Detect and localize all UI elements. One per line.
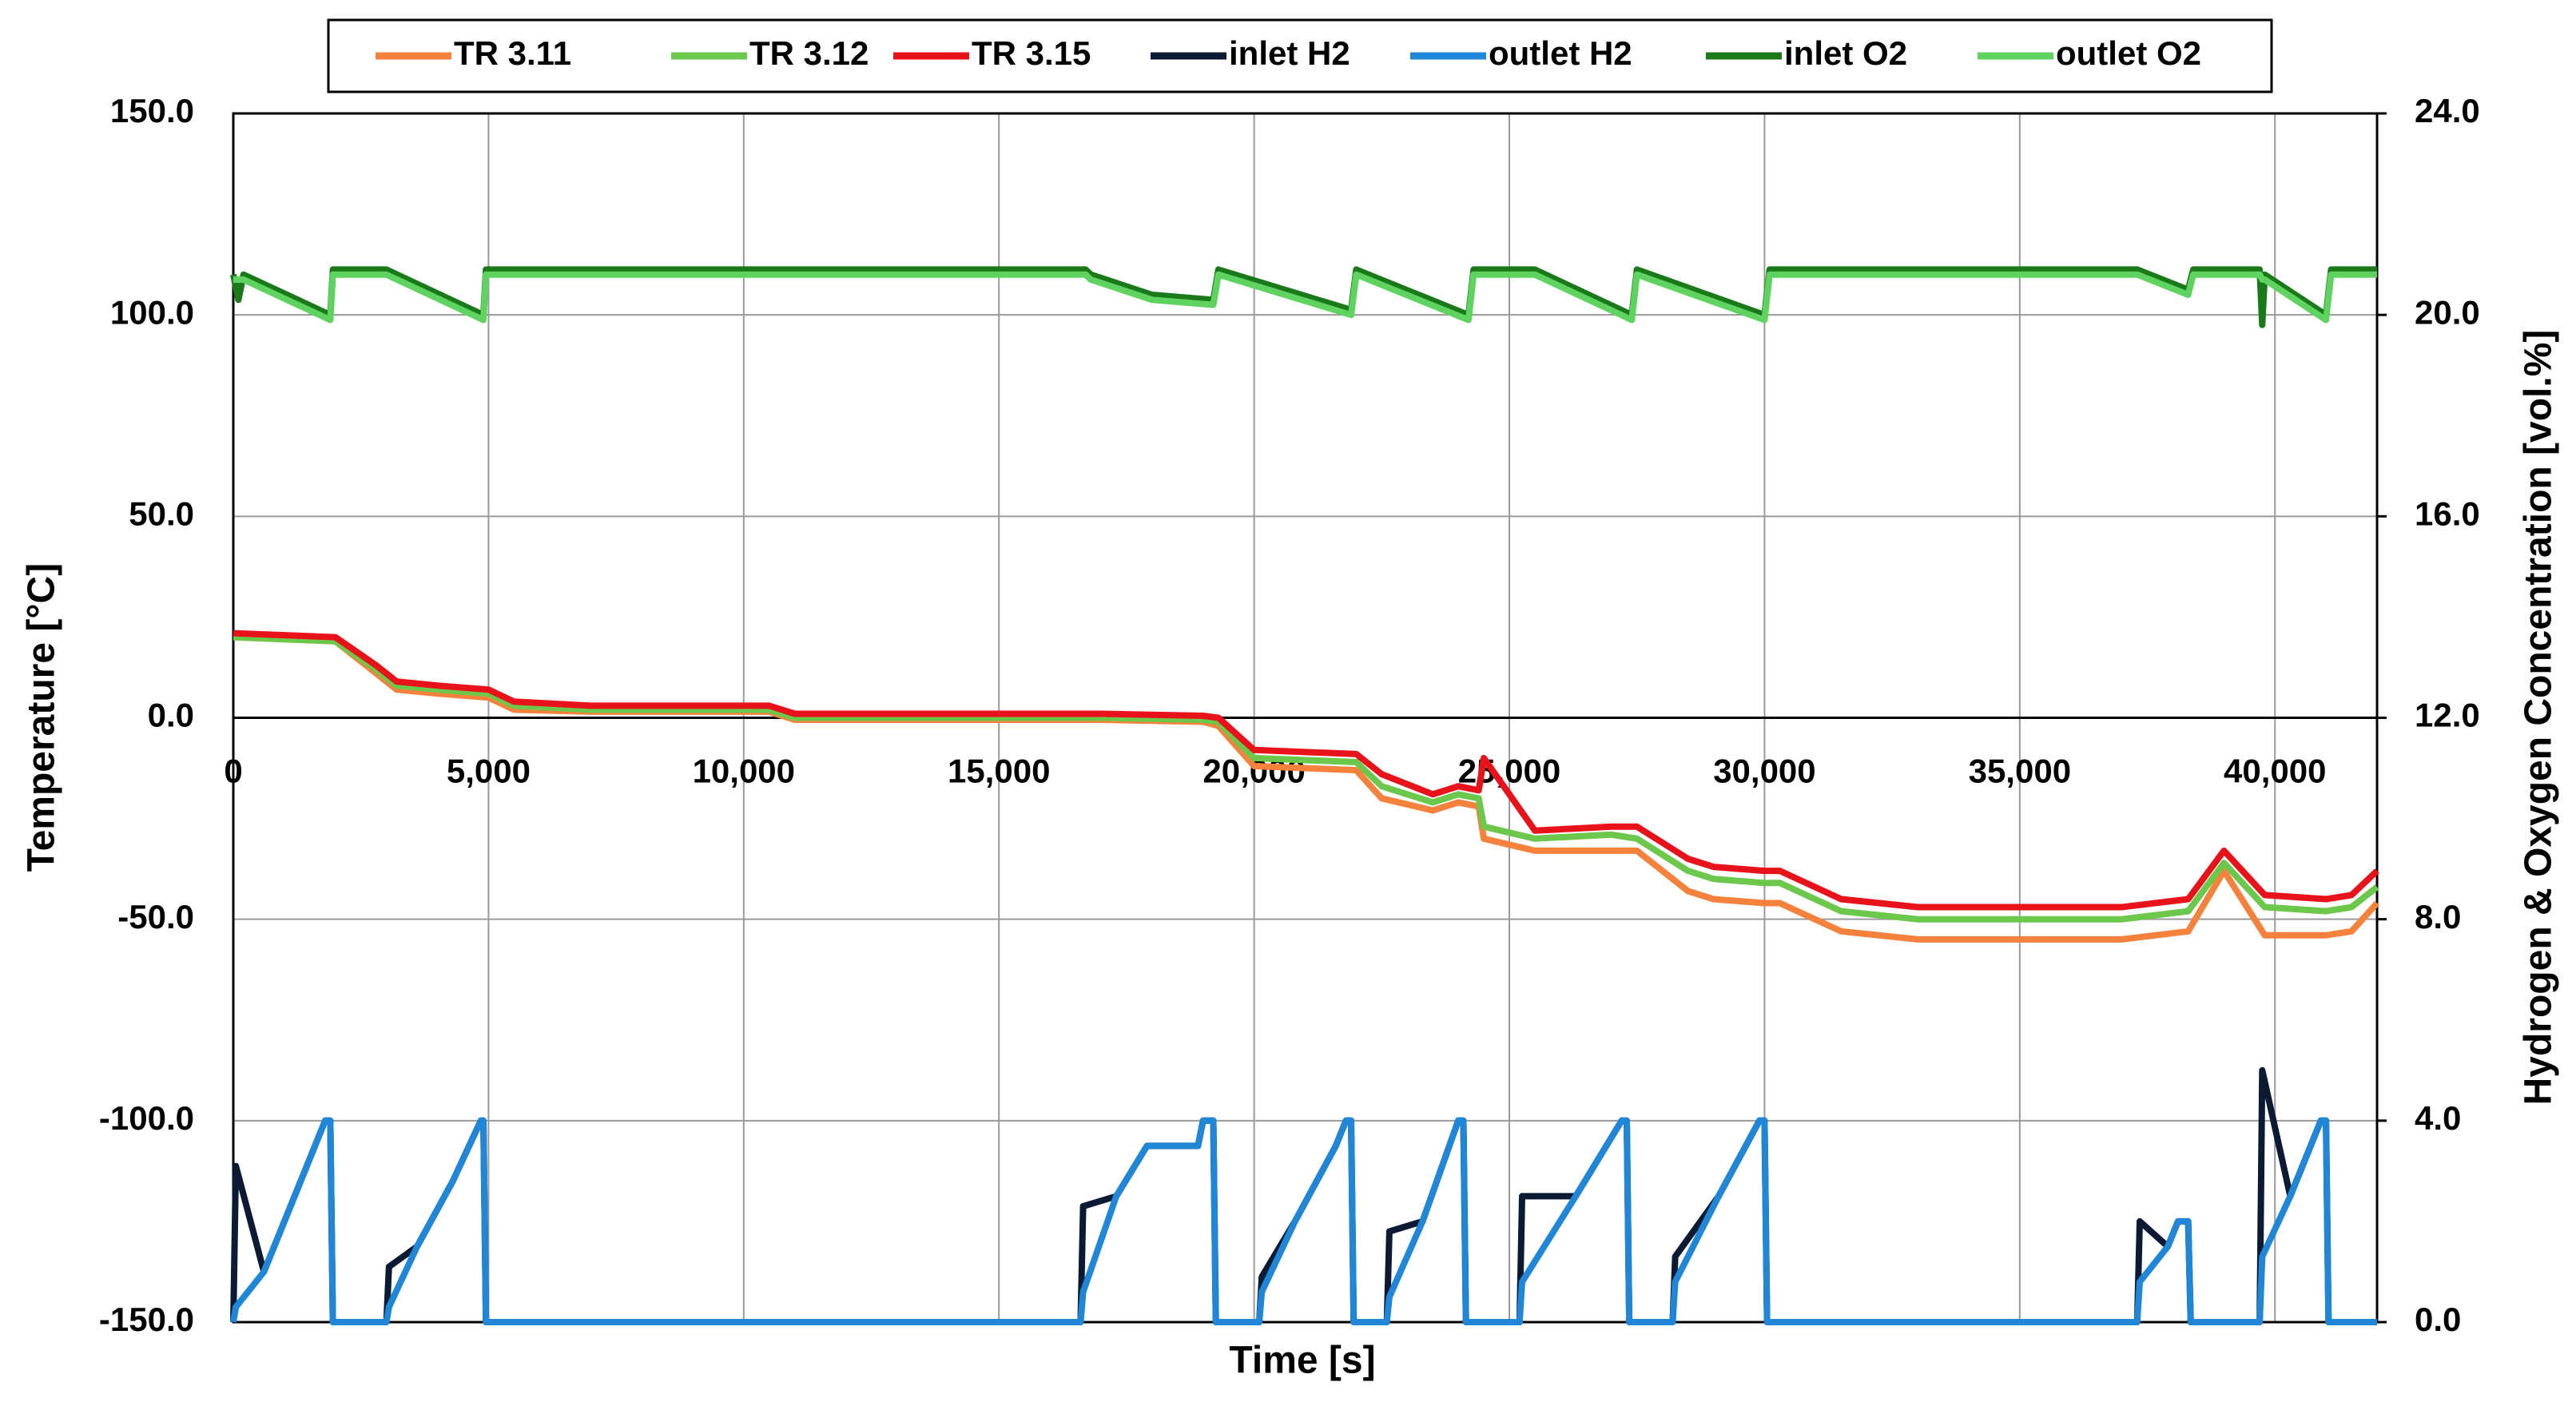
y-tick-label: -150.0 bbox=[99, 1301, 194, 1338]
x-tick-label: 15,000 bbox=[948, 753, 1050, 790]
y-tick-label: -100.0 bbox=[99, 1099, 194, 1137]
legend-label: outlet H2 bbox=[1489, 34, 1632, 72]
x-tick-label: 25,000 bbox=[1458, 753, 1560, 790]
legend-label: TR 3.11 bbox=[454, 34, 571, 72]
y-tick-label: 150.0 bbox=[110, 92, 194, 129]
x-tick-label: 5,000 bbox=[447, 753, 531, 790]
y-tick-label: 0.0 bbox=[148, 697, 194, 734]
x-tick-label: 30,000 bbox=[1713, 753, 1815, 790]
legend-label: TR 3.15 bbox=[972, 34, 1091, 72]
y-tick-label: -50.0 bbox=[117, 898, 194, 935]
series-line bbox=[230, 1117, 2377, 1325]
y2-tick-label: 16.0 bbox=[2415, 494, 2480, 532]
x-axis-title: Time [s] bbox=[1229, 1340, 1375, 1382]
series-line bbox=[233, 630, 2379, 911]
legend-label: inlet O2 bbox=[1784, 34, 1907, 72]
legend-label: outlet O2 bbox=[2056, 34, 2201, 72]
legend-label: TR 3.12 bbox=[749, 34, 869, 72]
y2-tick-label: 4.0 bbox=[2415, 1099, 2461, 1137]
x-tick-label: 40,000 bbox=[2224, 753, 2326, 790]
y-tick-label: 100.0 bbox=[110, 293, 194, 331]
y2-tick-label: 12.0 bbox=[2415, 697, 2480, 734]
x-tick-label: 35,000 bbox=[1969, 753, 2071, 790]
y-tick-label: 50.0 bbox=[129, 494, 194, 532]
y2-axis-title: Hydrogen & Oxygen Concentration [vol.%] bbox=[2518, 330, 2560, 1106]
y2-tick-label: 24.0 bbox=[2415, 92, 2480, 129]
series-line bbox=[233, 634, 2379, 923]
y2-tick-label: 8.0 bbox=[2415, 898, 2461, 935]
series-line bbox=[233, 634, 2379, 943]
series-line bbox=[233, 271, 2377, 324]
y-axis-title: Temperature [°C] bbox=[21, 563, 63, 872]
x-tick-label: 10,000 bbox=[693, 753, 795, 790]
y2-tick-label: 20.0 bbox=[2415, 293, 2480, 331]
legend-label: inlet H2 bbox=[1229, 34, 1350, 72]
legend-box bbox=[327, 18, 2273, 93]
y2-tick-label: 0.0 bbox=[2415, 1301, 2461, 1338]
